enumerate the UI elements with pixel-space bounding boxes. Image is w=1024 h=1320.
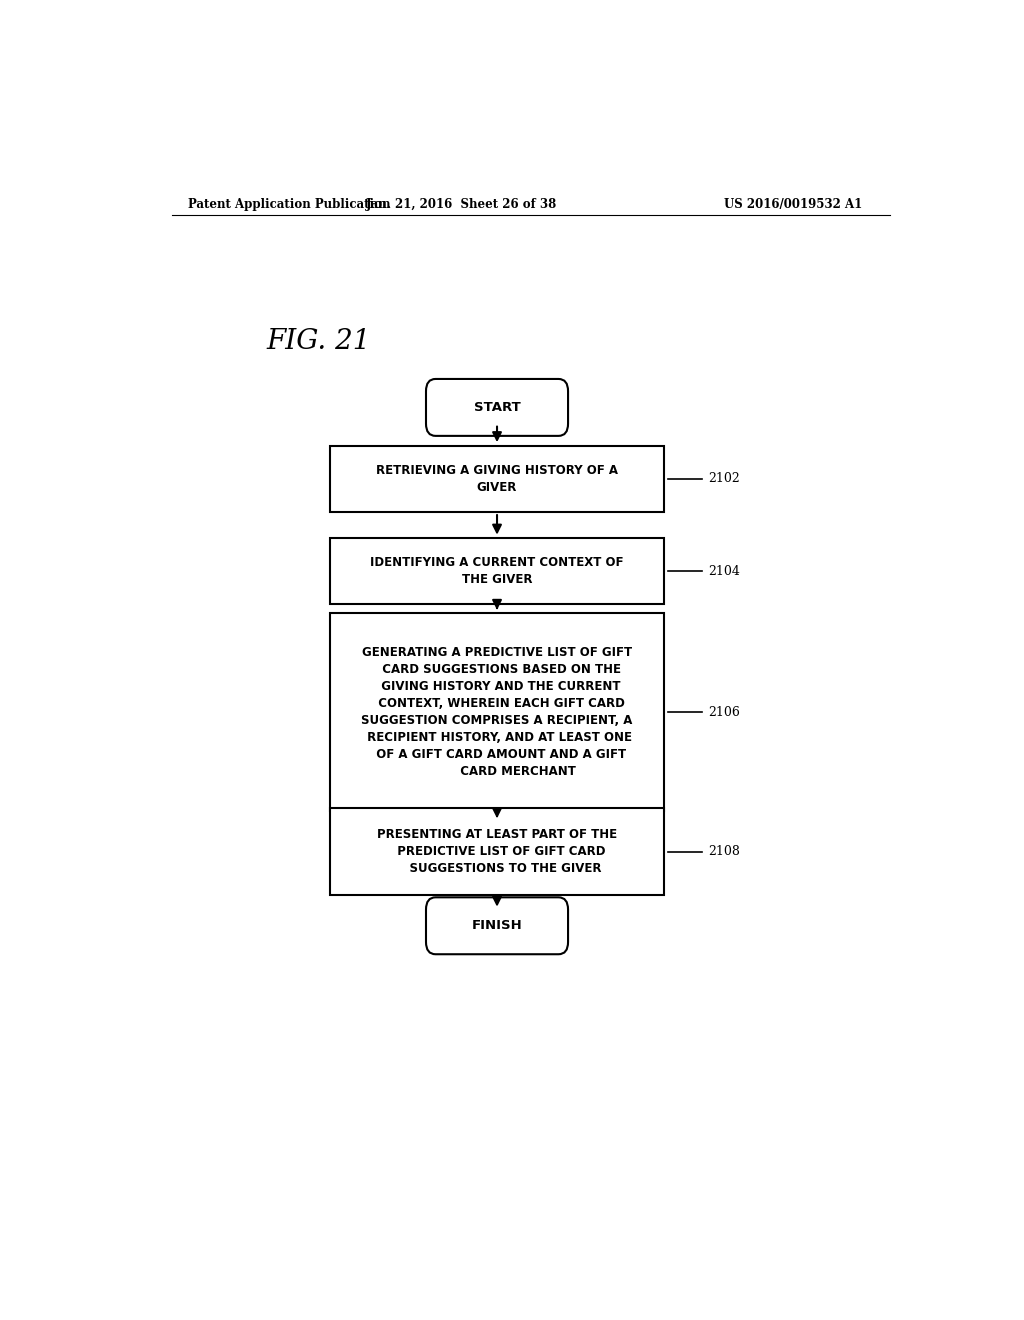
Bar <box>331 614 664 812</box>
Text: 2104: 2104 <box>709 565 740 578</box>
Text: 2106: 2106 <box>709 706 740 719</box>
Text: GENERATING A PREDICTIVE LIST OF GIFT
  CARD SUGGESTIONS BASED ON THE
  GIVING HI: GENERATING A PREDICTIVE LIST OF GIFT CAR… <box>361 647 633 779</box>
Text: 2108: 2108 <box>709 845 740 858</box>
Bar <box>331 539 664 605</box>
FancyBboxPatch shape <box>426 379 568 436</box>
Text: US 2016/0019532 A1: US 2016/0019532 A1 <box>724 198 862 211</box>
Text: PRESENTING AT LEAST PART OF THE
  PREDICTIVE LIST OF GIFT CARD
    SUGGESTIONS T: PRESENTING AT LEAST PART OF THE PREDICTI… <box>377 828 617 875</box>
Text: RETRIEVING A GIVING HISTORY OF A
GIVER: RETRIEVING A GIVING HISTORY OF A GIVER <box>376 463 618 494</box>
Text: Jan. 21, 2016  Sheet 26 of 38: Jan. 21, 2016 Sheet 26 of 38 <box>366 198 557 211</box>
Text: Patent Application Publication: Patent Application Publication <box>187 198 390 211</box>
Bar <box>331 808 664 895</box>
Text: START: START <box>474 401 520 414</box>
Text: FINISH: FINISH <box>472 919 522 932</box>
Text: 2102: 2102 <box>709 473 740 484</box>
Bar <box>331 446 664 512</box>
Text: FIG. 21: FIG. 21 <box>267 327 372 355</box>
FancyBboxPatch shape <box>426 898 568 954</box>
Text: IDENTIFYING A CURRENT CONTEXT OF
THE GIVER: IDENTIFYING A CURRENT CONTEXT OF THE GIV… <box>371 556 624 586</box>
